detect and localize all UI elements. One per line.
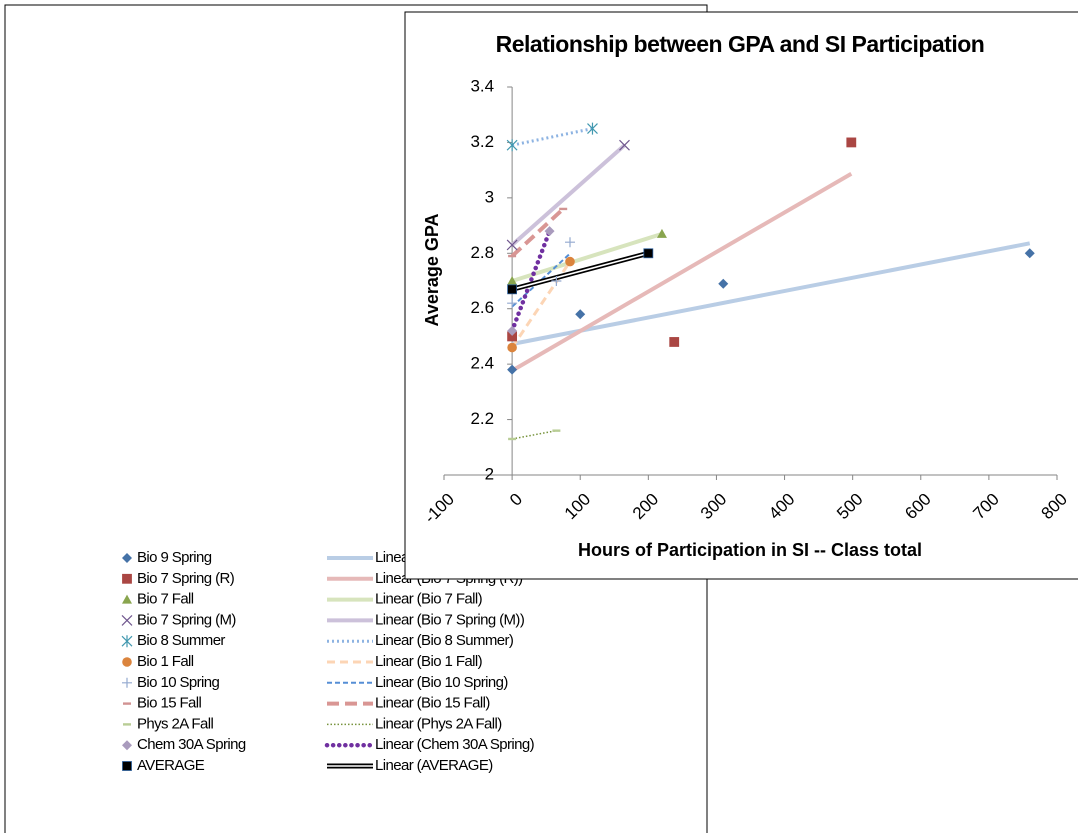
legend-label: AVERAGE — [137, 757, 205, 774]
point — [619, 139, 630, 151]
legend-trend-label: Linear (AVERAGE) — [375, 757, 493, 774]
point — [669, 337, 680, 347]
legend-trend-label: Linear (Bio 8 Summer) — [375, 632, 514, 649]
point — [846, 137, 857, 148]
y-tick-label: 3.2 — [470, 132, 494, 151]
point — [506, 239, 518, 251]
trendline — [511, 231, 663, 283]
legend-trend-label: Linear (Bio 7 Fall) — [375, 591, 483, 608]
trendline — [510, 260, 572, 349]
legend-marker — [121, 635, 133, 648]
legend-marker — [122, 573, 132, 584]
trendline — [510, 143, 626, 247]
y-axis-title: Average GPA — [422, 213, 442, 326]
trendline — [511, 241, 1031, 346]
y-tick-label: 2.6 — [470, 298, 494, 317]
trendline — [511, 429, 557, 440]
legend-label: Bio 8 Summer — [137, 632, 225, 649]
point — [565, 237, 576, 248]
point — [508, 254, 517, 258]
legend-marker — [123, 702, 131, 705]
legend-label: Bio 15 Fall — [137, 695, 202, 712]
trendline — [511, 252, 571, 308]
y-tick-label: 2.2 — [470, 409, 494, 428]
point — [718, 278, 729, 289]
point — [559, 207, 568, 211]
legend-marker — [122, 677, 132, 688]
point — [565, 256, 575, 267]
legend-marker — [122, 740, 132, 751]
y-tick-label: 2.4 — [470, 354, 494, 373]
x-axis-title: Hours of Participation in SI -- Class to… — [578, 540, 922, 560]
legend-marker — [121, 614, 133, 626]
chart-frame — [404, 11, 1078, 580]
legend-trend-label: Linear (Phys 2A Fall) — [375, 715, 502, 732]
legend-trend-label: Linear (Bio 1 Fall) — [375, 653, 483, 670]
trendline — [509, 228, 552, 334]
point — [575, 309, 586, 320]
point — [587, 122, 598, 135]
y-tick-label: 2.8 — [470, 243, 494, 262]
point — [507, 325, 518, 336]
point — [508, 437, 517, 441]
legend-marker — [122, 761, 132, 771]
legend-marker — [122, 594, 132, 604]
point — [507, 364, 518, 375]
point — [507, 342, 517, 353]
legend-marker — [122, 553, 132, 563]
point — [551, 276, 562, 286]
legend-label: Phys 2A Fall — [137, 715, 213, 732]
trendline — [510, 207, 565, 258]
point — [643, 248, 654, 259]
legend-trend-label: Linear (Bio 7 Spring (M)) — [375, 611, 525, 628]
chart-title: Relationship between GPA and SI Particip… — [496, 31, 985, 57]
trendline — [511, 171, 853, 373]
legend-marker — [123, 723, 131, 726]
y-tick-label: 3 — [485, 187, 494, 206]
point — [507, 298, 518, 309]
legend-trend-label: Linear (Bio 15 Fall) — [375, 695, 490, 712]
legend-trend-label: Linear (Bio 10 Spring) — [375, 674, 508, 691]
trendline-inner — [511, 252, 649, 291]
legend-label: Bio 7 Spring (M) — [137, 611, 236, 628]
legend-label: Bio 9 Spring — [137, 549, 212, 566]
legend-label: Chem 30A Spring — [137, 736, 246, 753]
point — [552, 429, 561, 432]
point — [507, 284, 518, 295]
legend-label: Bio 7 Fall — [137, 591, 194, 608]
legend-label: Bio 7 Spring (R) — [137, 570, 235, 587]
y-tick-label: 3.4 — [470, 76, 494, 95]
y-tick-label: 2 — [485, 464, 494, 483]
point — [656, 228, 667, 238]
legend-trend-label: Linear (Chem 30A Spring) — [375, 736, 535, 753]
legend-label: Bio 10 Spring — [137, 674, 220, 691]
legend-label: Bio 1 Fall — [137, 653, 194, 670]
point — [1024, 248, 1035, 259]
point — [544, 226, 555, 237]
trendline — [511, 127, 593, 147]
point — [506, 139, 518, 152]
legend-marker — [122, 657, 132, 667]
point — [507, 276, 518, 285]
